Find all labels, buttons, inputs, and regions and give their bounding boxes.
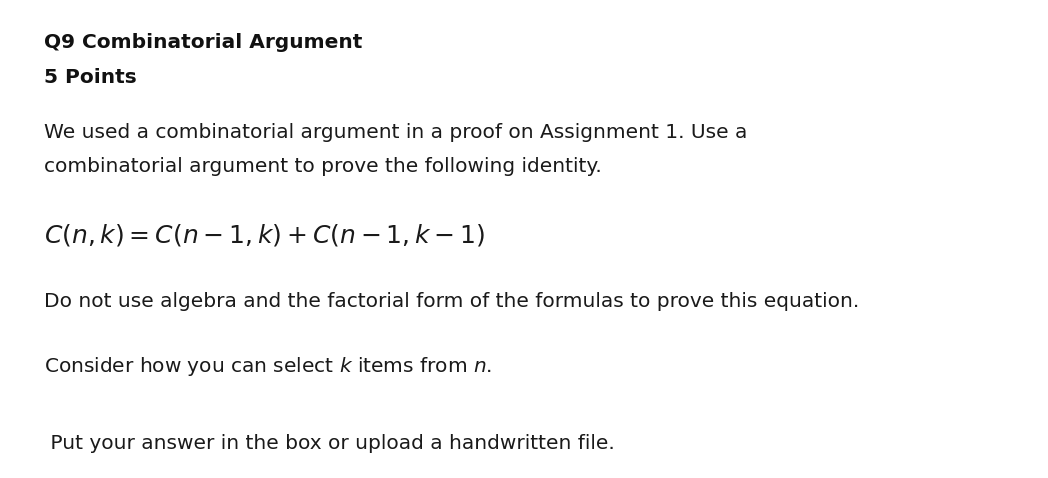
Text: Put your answer in the box or upload a handwritten file.: Put your answer in the box or upload a h… — [44, 434, 615, 453]
Text: 5 Points: 5 Points — [44, 68, 137, 87]
Text: combinatorial argument to prove the following identity.: combinatorial argument to prove the foll… — [44, 157, 602, 176]
Text: Q9 Combinatorial Argument: Q9 Combinatorial Argument — [44, 33, 363, 53]
Text: Consider how you can select $k$ items from $n.$: Consider how you can select $k$ items fr… — [44, 355, 493, 378]
Text: Do not use algebra and the factorial form of the formulas to prove this equation: Do not use algebra and the factorial for… — [44, 292, 859, 311]
Text: We used a combinatorial argument in a proof on Assignment 1. Use a: We used a combinatorial argument in a pr… — [44, 123, 747, 142]
Text: $C(n, k) = C(n-1, k) + C(n-1, k-1)$: $C(n, k) = C(n-1, k) + C(n-1, k-1)$ — [44, 222, 485, 248]
